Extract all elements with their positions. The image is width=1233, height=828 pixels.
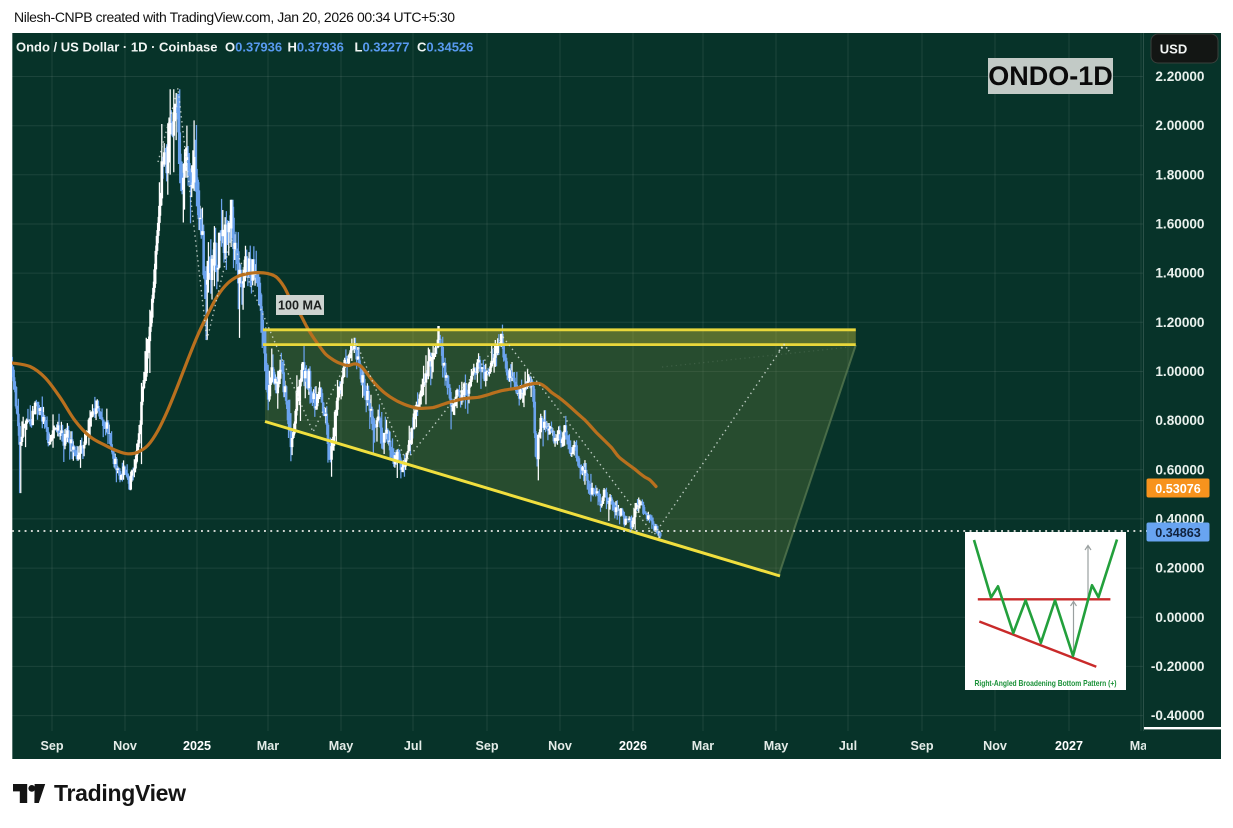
svg-text:1.40000: 1.40000 bbox=[1155, 266, 1204, 281]
svg-text:Jul: Jul bbox=[839, 739, 857, 753]
svg-text:Nov: Nov bbox=[548, 739, 572, 753]
svg-text:Nov: Nov bbox=[113, 739, 137, 753]
svg-text:1.20000: 1.20000 bbox=[1155, 315, 1204, 330]
svg-text:0.53076: 0.53076 bbox=[1155, 482, 1201, 496]
svg-text:USD: USD bbox=[1160, 42, 1187, 57]
svg-text:H0.37936: H0.37936 bbox=[288, 40, 344, 55]
svg-text:Nilesh-CNPB created with Tradi: Nilesh-CNPB created with TradingView.com… bbox=[14, 9, 455, 25]
svg-text:O0.37936: O0.37936 bbox=[225, 40, 282, 55]
svg-text:2026: 2026 bbox=[619, 739, 647, 753]
svg-text:Sep: Sep bbox=[475, 739, 498, 753]
svg-text:Jul: Jul bbox=[404, 739, 422, 753]
svg-text:Mar: Mar bbox=[257, 739, 279, 753]
svg-text:2025: 2025 bbox=[183, 739, 211, 753]
svg-text:-0.40000: -0.40000 bbox=[1151, 708, 1205, 723]
svg-text:0.60000: 0.60000 bbox=[1155, 462, 1204, 477]
svg-text:2027: 2027 bbox=[1055, 739, 1083, 753]
svg-text:Mar: Mar bbox=[1130, 739, 1152, 753]
svg-text:Mar: Mar bbox=[692, 739, 714, 753]
svg-text:Right-Angled Broadening Bottom: Right-Angled Broadening Bottom Pattern (… bbox=[975, 678, 1117, 688]
svg-text:L0.32277: L0.32277 bbox=[355, 40, 410, 55]
svg-text:100 MA: 100 MA bbox=[278, 299, 322, 313]
svg-text:1.60000: 1.60000 bbox=[1155, 217, 1204, 232]
svg-text:Nov: Nov bbox=[983, 739, 1007, 753]
svg-text:May: May bbox=[329, 739, 354, 753]
svg-text:ONDO-1D: ONDO-1D bbox=[988, 61, 1113, 91]
svg-text:Ondo / US Dollar · 1D · Coinba: Ondo / US Dollar · 1D · Coinbase bbox=[16, 40, 218, 55]
svg-text:May: May bbox=[764, 739, 789, 753]
svg-text:2.00000: 2.00000 bbox=[1155, 118, 1204, 133]
svg-text:C0.34526: C0.34526 bbox=[417, 40, 473, 55]
svg-text:Sep: Sep bbox=[40, 739, 63, 753]
svg-text:-0.20000: -0.20000 bbox=[1151, 659, 1205, 674]
svg-text:Sep: Sep bbox=[910, 739, 933, 753]
svg-text:TradingView: TradingView bbox=[54, 780, 186, 806]
svg-text:0.20000: 0.20000 bbox=[1155, 561, 1204, 576]
svg-text:0.34863: 0.34863 bbox=[1155, 526, 1201, 540]
svg-text:1.00000: 1.00000 bbox=[1155, 364, 1204, 379]
svg-text:2.20000: 2.20000 bbox=[1155, 69, 1204, 84]
svg-text:1.80000: 1.80000 bbox=[1155, 167, 1204, 182]
svg-text:0.00000: 0.00000 bbox=[1155, 610, 1204, 625]
svg-text:0.80000: 0.80000 bbox=[1155, 413, 1204, 428]
